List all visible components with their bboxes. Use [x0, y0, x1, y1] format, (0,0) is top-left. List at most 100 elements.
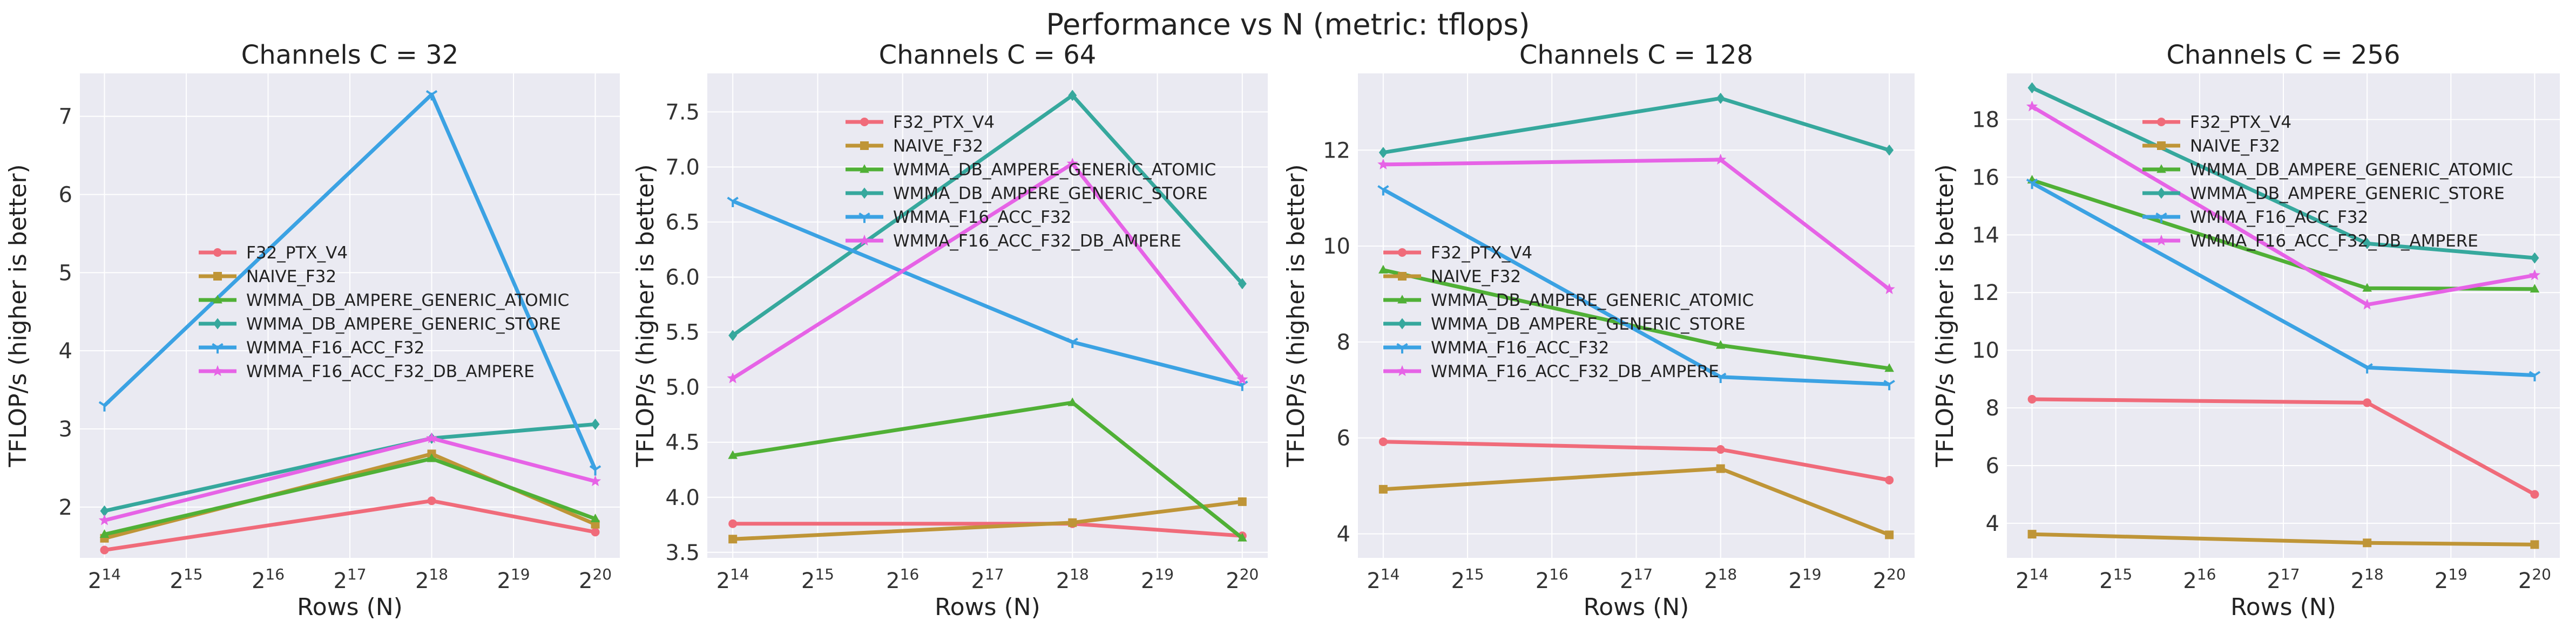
legend-entry: WMMA_F16_ACC_F32: [846, 208, 1071, 227]
legend-marker: [1397, 295, 1407, 304]
y-tick-label: 4.0: [665, 486, 700, 510]
data-point: [98, 514, 111, 525]
x-tick-label: 216: [886, 565, 919, 593]
y-tick-label: 3.5: [665, 541, 700, 565]
x-tick-label: 215: [801, 565, 834, 593]
data-point: [1068, 90, 1077, 101]
x-tick-label: 217: [2267, 565, 2300, 593]
x-tick-label: 219: [2435, 565, 2467, 593]
x-tick-label: 214: [1367, 565, 1399, 593]
legend-entry: WMMA_DB_AMPERE_GENERIC_ATOMIC: [199, 291, 569, 310]
legend-marker: [212, 365, 224, 377]
legend-marker: [213, 318, 222, 330]
legend-entry: WMMA_DB_AMPERE_GENERIC_ATOMIC: [846, 160, 1216, 180]
series-naive-f32: [1378, 464, 1894, 540]
x-tick-label: 218: [1056, 565, 1089, 593]
series-wmma-db-ampere-generic-store: [728, 90, 1247, 342]
data-point: [2528, 371, 2541, 381]
x-tick-label: 215: [2099, 565, 2132, 593]
data-point: [591, 418, 600, 430]
y-tick-label: 6: [1986, 454, 1999, 479]
series-wmma-db-ampere-generic-store: [1378, 92, 1894, 159]
x-tick-label: 214: [2016, 565, 2048, 593]
data-point: [425, 432, 438, 443]
y-axis-label: TFLOP/s (higher is better): [1282, 164, 1310, 467]
x-tick-label: 220: [2518, 565, 2551, 593]
legend-entry: NAIVE_F32: [846, 136, 983, 156]
y-tick-label: 4: [1986, 511, 1999, 536]
series-naive-f32: [2027, 530, 2539, 549]
legend-entry: F32_PTX_V4: [846, 113, 995, 132]
legend-label: WMMA_DB_AMPERE_GENERIC_ATOMIC: [246, 291, 569, 310]
y-tick-label: 10: [1323, 234, 1350, 259]
legend-marker: [2157, 187, 2166, 199]
y-tick-label: 6: [59, 183, 72, 208]
data-point: [100, 505, 109, 517]
y-tick-label: 10: [1972, 338, 1999, 363]
legend-label: WMMA_DB_AMPERE_GENERIC_ATOMIC: [893, 160, 1216, 180]
legend: F32_PTX_V4 NAIVE_F32 WMMA_DB_AMPERE_GENERI…: [2142, 113, 2513, 251]
data-point: [1883, 283, 1895, 295]
subplot-title: Channels C = 32: [241, 40, 459, 70]
x-tick-label: 217: [333, 565, 366, 593]
data-point: [591, 528, 600, 537]
data-point: [2363, 398, 2372, 407]
legend-label: WMMA_F16_ACC_F32: [893, 208, 1071, 227]
legend-marker: [213, 272, 222, 281]
x-tick-label: 214: [716, 565, 749, 593]
legend-entry: WMMA_DB_AMPERE_GENERIC_STORE: [199, 315, 561, 334]
legend-label: WMMA_F16_ACC_F32_DB_AMPERE: [893, 231, 1181, 251]
legend-marker: [1398, 248, 1407, 257]
x-tick-label: 216: [1536, 565, 1568, 593]
legend-entry: NAIVE_F32: [1383, 267, 1521, 286]
x-tick-label: 216: [252, 565, 285, 593]
x-tick-label: 218: [1704, 565, 1737, 593]
legend-marker: [1396, 365, 1408, 377]
series-wmma-f16-acc-f32: [1377, 185, 1895, 391]
legend-marker: [858, 234, 870, 246]
legend-label: WMMA_DB_AMPERE_GENERIC_ATOMIC: [1431, 291, 1754, 310]
y-axis-label: TFLOP/s (higher is better): [4, 164, 32, 467]
x-axis-label: Rows (N): [935, 593, 1040, 621]
legend-entry: NAIVE_F32: [2142, 136, 2280, 156]
data-point: [1238, 278, 1247, 290]
legend-label: WMMA_DB_AMPERE_GENERIC_STORE: [2190, 184, 2505, 203]
y-tick-label: 6: [1337, 426, 1350, 451]
series-wmma-f16-acc-f32-db-ampere: [2026, 100, 2541, 310]
x-tick-label: 219: [1141, 565, 1174, 593]
data-point: [1716, 92, 1725, 104]
y-tick-label: 12: [1972, 281, 1999, 305]
y-tick-label: 2: [59, 495, 72, 520]
series-f32-ptx-v4: [1378, 437, 1894, 484]
legend-entry: WMMA_DB_AMPERE_GENERIC_STORE: [846, 184, 1208, 203]
series-wmma-db-ampere-generic-store: [2027, 82, 2539, 264]
legend-label: NAIVE_F32: [1431, 267, 1521, 286]
y-tick-label: 4: [59, 339, 72, 364]
legend-marker: [213, 295, 222, 304]
legend: F32_PTX_V4 NAIVE_F32 WMMA_DB_AMPERE_GENERI…: [1383, 243, 1754, 381]
legend-entry: WMMA_F16_ACC_F32_DB_AMPERE: [1383, 362, 1719, 381]
y-axis-label: TFLOP/s (higher is better): [1931, 164, 1959, 467]
data-point: [1715, 372, 1727, 384]
data-point: [2027, 395, 2037, 404]
data-point: [590, 513, 600, 522]
figure-title: Performance vs N (metric: tflops): [1046, 8, 1530, 42]
x-tick-label: 220: [579, 565, 612, 593]
y-tick-label: 3: [59, 417, 72, 442]
data-point: [728, 330, 738, 342]
series-wmma-f16-acc-f32: [727, 196, 1248, 391]
data-point: [2363, 237, 2372, 249]
legend-marker: [2157, 141, 2166, 150]
data-point: [2361, 298, 2373, 310]
legend-entry: WMMA_F16_ACC_F32_DB_AMPERE: [199, 362, 535, 381]
data-point: [2530, 252, 2539, 264]
data-point: [1716, 464, 1725, 473]
data-point: [728, 535, 738, 544]
subplot-title: Channels C = 128: [1519, 40, 1753, 70]
data-point: [1067, 397, 1078, 406]
y-tick-label: 6.5: [665, 210, 700, 235]
y-tick-label: 8: [1337, 330, 1350, 355]
subplot-4: 214 215 216 217 218 219 220 4 6 8 10 12 14 16 18 Channe…: [1931, 40, 2560, 621]
legend-marker: [212, 343, 224, 354]
